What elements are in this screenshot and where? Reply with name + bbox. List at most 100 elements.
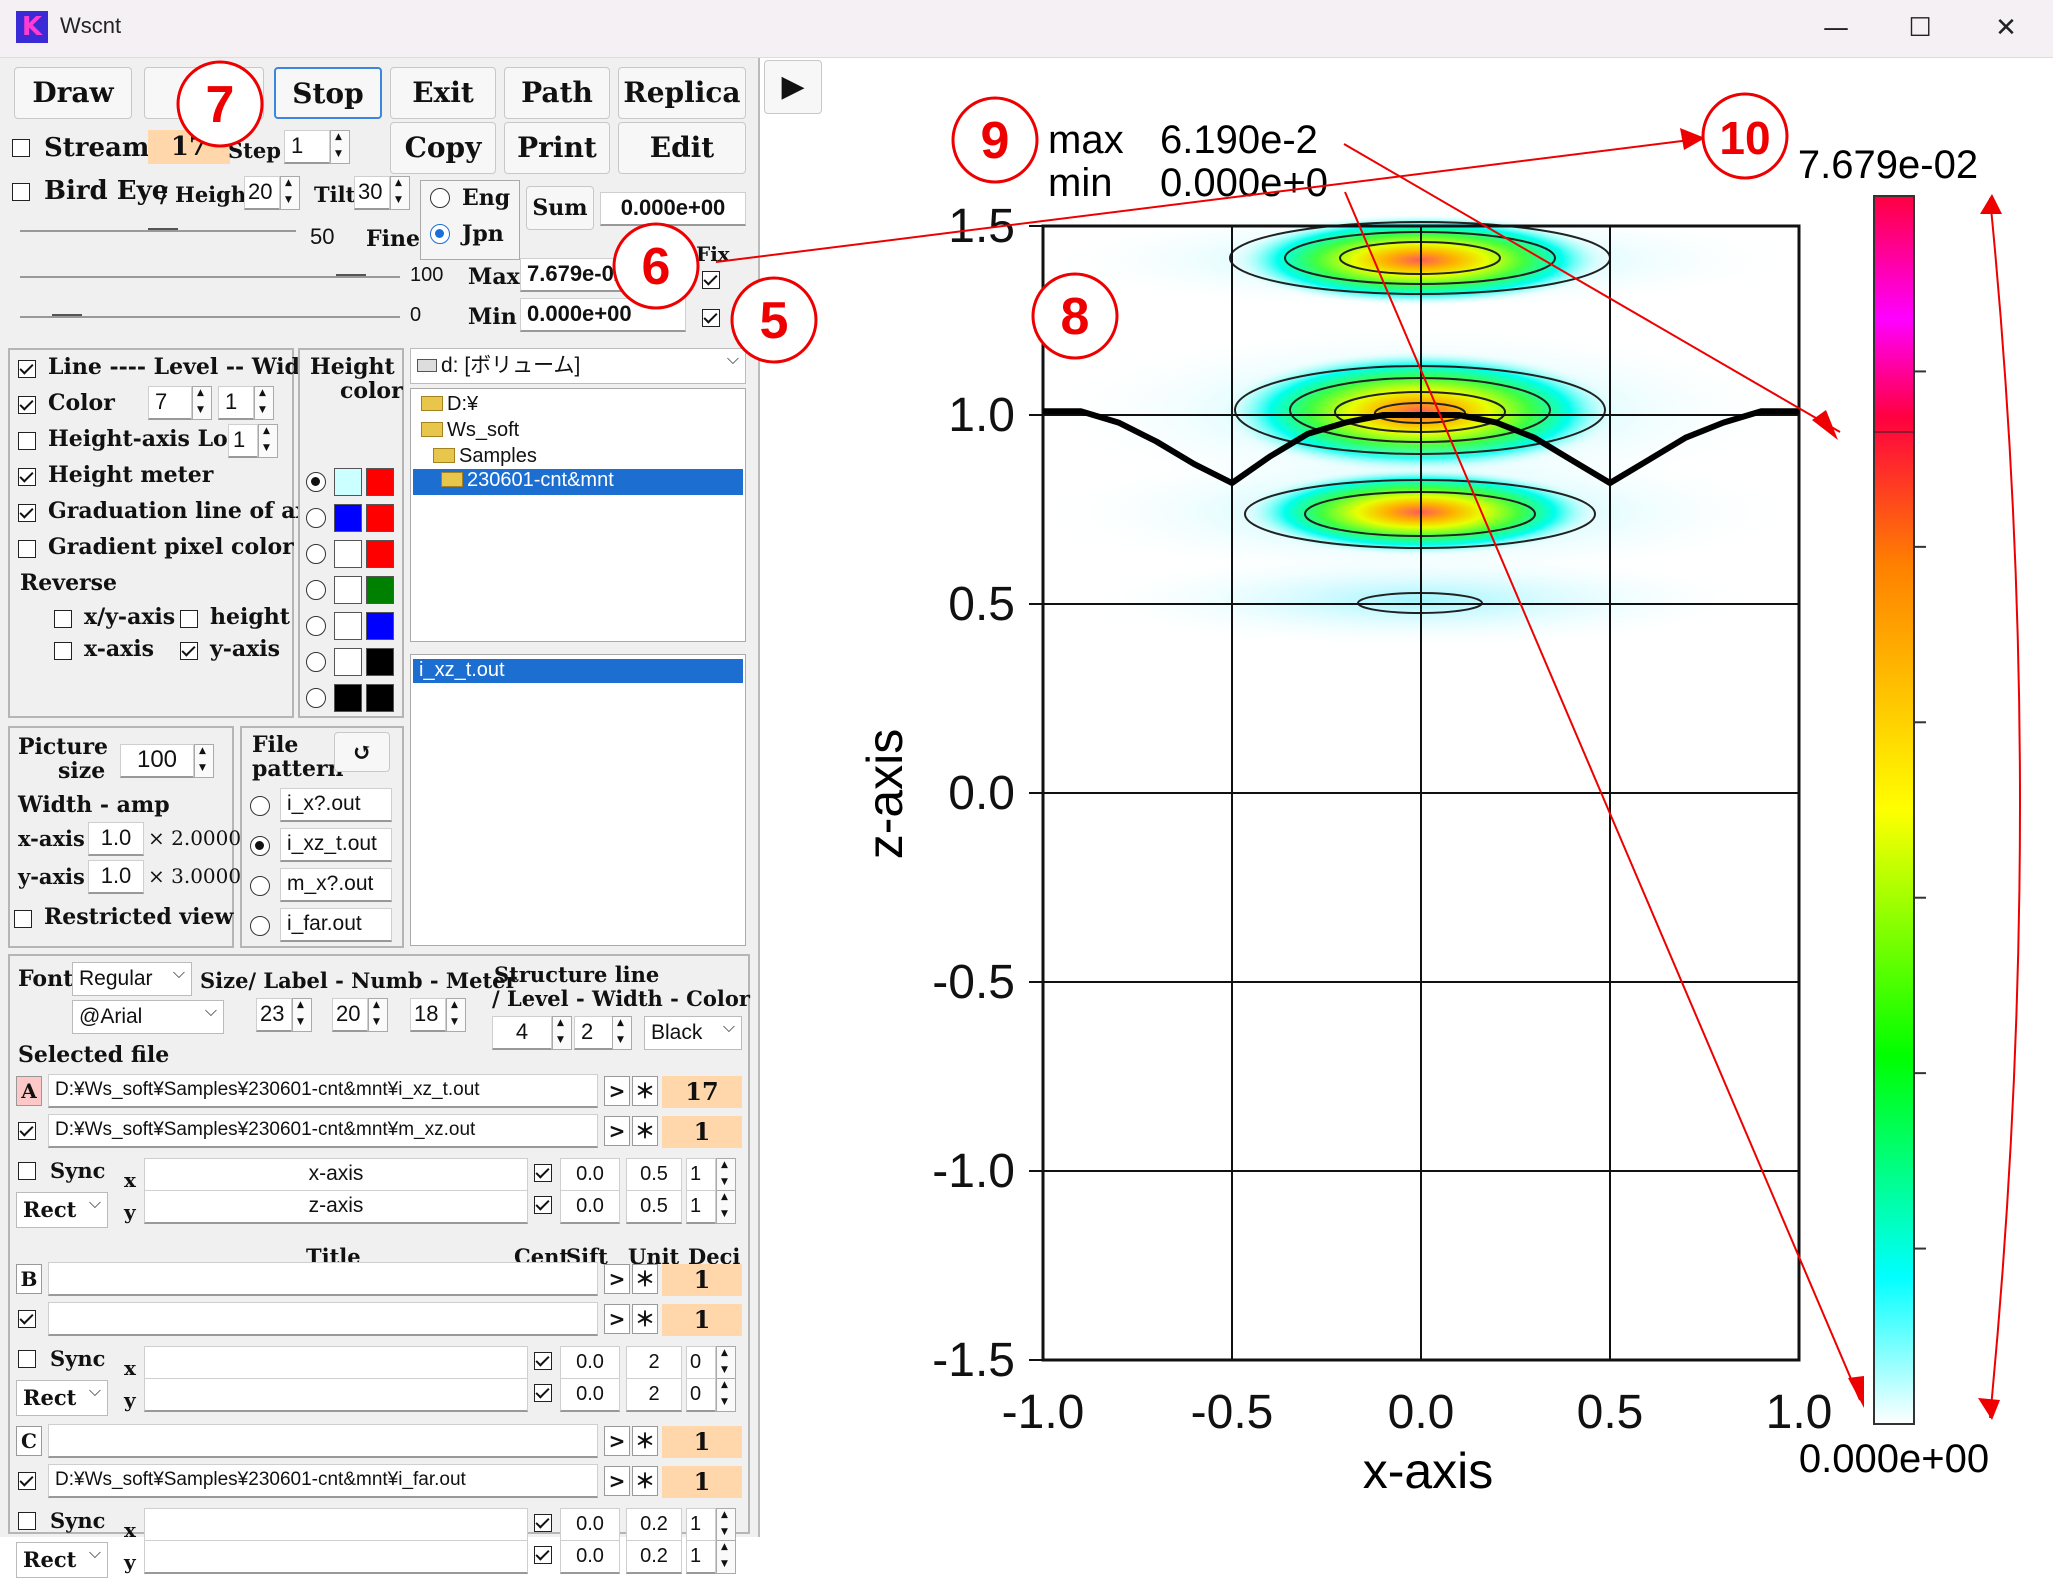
browse-button-C-1[interactable]: > [604, 1426, 630, 1456]
birdeye-slider-thumb[interactable] [148, 228, 178, 230]
file-enable-checkbox-A[interactable] [18, 1122, 36, 1140]
pattern-radio-0[interactable] [250, 796, 270, 816]
y-title-field-C[interactable] [144, 1540, 528, 1574]
pattern-field-3[interactable]: i_far.out [280, 908, 392, 942]
numb-size-spinner[interactable] [368, 998, 388, 1032]
height-meter-checkbox[interactable] [18, 468, 36, 486]
coord-select-A[interactable]: Rect ⌵ [16, 1192, 108, 1228]
font-family-select[interactable]: @Arial ⌵ [72, 1000, 224, 1034]
height-color-radio-0[interactable] [306, 472, 326, 492]
play-button[interactable]: ▶ [764, 60, 822, 114]
height-color-swatch-low-1[interactable] [334, 504, 362, 532]
y-title-field-A[interactable]: z-axis [144, 1190, 528, 1224]
max-fix-checkbox[interactable] [702, 271, 720, 289]
restricted-view-checkbox[interactable] [14, 910, 32, 928]
x-axis-amp-field[interactable]: 1.0 [88, 822, 144, 856]
clear-button-B-2[interactable]: ＊ [632, 1304, 658, 1334]
label-size-spinner[interactable] [292, 998, 312, 1032]
x-unit-spinner-A[interactable] [716, 1158, 736, 1192]
struct-color-select[interactable]: Black ⌵ [644, 1016, 742, 1050]
color-width-field[interactable]: 1 [218, 386, 254, 420]
x-enable-checkbox-B[interactable] [534, 1352, 552, 1370]
height-color-swatch-high-1[interactable] [366, 504, 394, 532]
x-unit-spinner-B[interactable] [716, 1346, 736, 1380]
y-enable-checkbox-B[interactable] [534, 1384, 552, 1402]
gradient-checkbox[interactable] [18, 540, 36, 558]
stream-checkbox[interactable] [12, 139, 30, 157]
path-button[interactable]: Path [504, 67, 610, 119]
color-level-field[interactable]: 7 [148, 386, 192, 420]
y-enable-checkbox-A[interactable] [534, 1196, 552, 1214]
height-color-swatch-high-6[interactable] [366, 684, 394, 712]
picture-size-field[interactable]: 100 [120, 744, 194, 778]
coord-select-B[interactable]: Rect ⌵ [16, 1380, 108, 1416]
x-enable-checkbox-A[interactable] [534, 1164, 552, 1182]
height-color-swatch-low-4[interactable] [334, 612, 362, 640]
file-path-A-1[interactable]: D:¥Ws_soft¥Samples¥230601-cnt&mnt¥i_xz_t… [48, 1074, 598, 1108]
height-color-swatch-high-0[interactable] [366, 468, 394, 496]
file-path-A-2[interactable]: D:¥Ws_soft¥Samples¥230601-cnt&mnt¥m_xz.o… [48, 1114, 598, 1148]
max-slider-thumb[interactable] [336, 274, 366, 276]
font-style-select[interactable]: Regular ⌵ [72, 962, 192, 996]
tree-item-230601[interactable]: 230601-cnt&mnt [413, 469, 743, 495]
clear-button-A-2[interactable]: ＊ [632, 1116, 658, 1146]
draw-button[interactable]: Draw [14, 67, 132, 119]
birdeye-checkbox[interactable] [12, 183, 30, 201]
tilt-spinner[interactable] [390, 176, 410, 210]
pattern-radio-1[interactable] [250, 836, 270, 856]
file-path-B-2[interactable] [48, 1302, 598, 1336]
sync-checkbox-B[interactable] [18, 1350, 36, 1368]
pattern-field-1[interactable]: i_xz_t.out [280, 828, 392, 862]
max-slider[interactable] [20, 276, 400, 278]
numb-size-field[interactable]: 20 [332, 998, 368, 1032]
browse-button-A-1[interactable]: > [604, 1076, 630, 1106]
min-slider[interactable] [20, 316, 400, 318]
reverse-height-checkbox[interactable] [180, 610, 198, 628]
height-color-radio-1[interactable] [306, 508, 326, 528]
copy-button[interactable]: Copy [390, 122, 496, 174]
clear-button-C-1[interactable]: ＊ [632, 1426, 658, 1456]
picture-size-spinner[interactable] [194, 744, 214, 778]
line-checkbox[interactable] [18, 360, 36, 378]
y-cent-field-C[interactable]: 0.0 [560, 1540, 620, 1574]
clear-button-B-1[interactable]: ＊ [632, 1264, 658, 1294]
tree-item-ws-soft[interactable]: Ws_soft [421, 419, 519, 442]
pattern-radio-3[interactable] [250, 916, 270, 936]
y-sift-field-C[interactable]: 0.2 [626, 1540, 682, 1574]
file-path-C-1[interactable] [48, 1424, 598, 1458]
y-unit-spinner-C[interactable] [716, 1540, 736, 1574]
height-color-swatch-low-5[interactable] [334, 648, 362, 676]
height-color-swatch-high-4[interactable] [366, 612, 394, 640]
file-enable-checkbox-C[interactable] [18, 1472, 36, 1490]
coord-select-C[interactable]: Rect ⌵ [16, 1542, 108, 1578]
meter-size-field[interactable]: 18 [410, 998, 446, 1032]
struct-level-spinner[interactable] [552, 1016, 572, 1050]
height-color-swatch-high-2[interactable] [366, 540, 394, 568]
x-title-field-A[interactable]: x-axis [144, 1158, 528, 1192]
graduation-checkbox[interactable] [18, 504, 36, 522]
color-level-spinner[interactable] [192, 386, 212, 420]
browse-button-B-2[interactable]: > [604, 1304, 630, 1334]
meter-size-spinner[interactable] [446, 998, 466, 1032]
color-checkbox[interactable] [18, 396, 36, 414]
x-title-field-B[interactable] [144, 1346, 528, 1380]
y-enable-checkbox-C[interactable] [534, 1546, 552, 1564]
file-enable-checkbox-B[interactable] [18, 1310, 36, 1328]
sum-button[interactable]: Sum [526, 186, 594, 230]
height-color-radio-6[interactable] [306, 688, 326, 708]
label-size-field[interactable]: 23 [256, 998, 292, 1032]
reverse-y-checkbox[interactable] [180, 642, 198, 660]
x-cent-field-A[interactable]: 0.0 [560, 1158, 620, 1192]
browse-button-B-1[interactable]: > [604, 1264, 630, 1294]
drive-select[interactable]: d: [ボリューム] ⌵ [410, 348, 746, 384]
y-cent-field-B[interactable]: 0.0 [560, 1378, 620, 1412]
y-unit-field-C[interactable]: 1 [686, 1540, 716, 1574]
tree-item-samples[interactable]: Samples [433, 445, 537, 468]
height-color-swatch-high-5[interactable] [366, 648, 394, 676]
struct-width-spinner[interactable] [612, 1016, 632, 1050]
height-color-swatch-low-0[interactable] [334, 468, 362, 496]
height-color-radio-2[interactable] [306, 544, 326, 564]
clear-button-C-2[interactable]: ＊ [632, 1466, 658, 1496]
min-fix-checkbox[interactable] [702, 309, 720, 327]
tilt-field[interactable]: 30 [354, 176, 390, 210]
